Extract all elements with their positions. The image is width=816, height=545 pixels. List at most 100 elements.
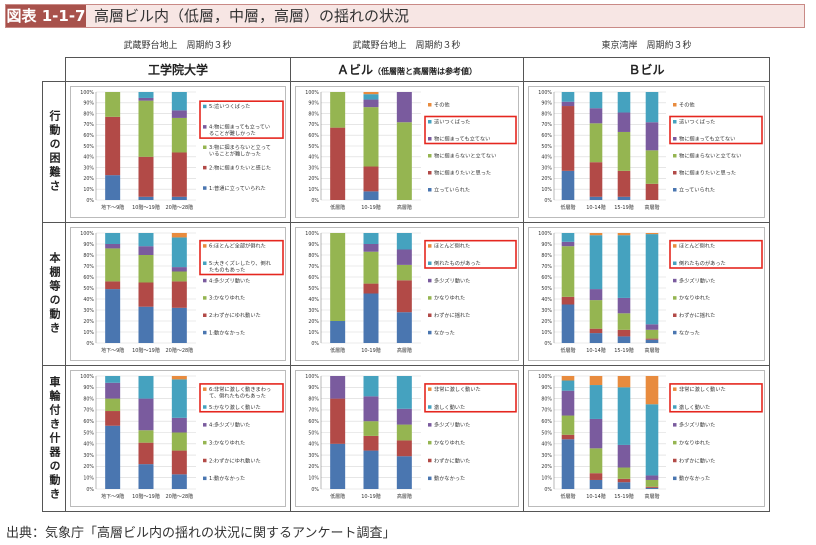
legend-swatch xyxy=(428,296,432,300)
bar-segment xyxy=(617,336,631,343)
bar-segment xyxy=(561,233,575,242)
bar-segment xyxy=(105,376,121,383)
legend-label: 1:動かなかった xyxy=(209,328,245,336)
y-tick-label: 20% xyxy=(308,176,319,182)
x-tick-label: 15-19階 xyxy=(614,204,634,211)
y-tick-label: 100% xyxy=(305,374,319,380)
legend-label: 倒れたものがあった xyxy=(434,259,481,267)
y-tick-label: 100% xyxy=(305,231,319,237)
legend-label: 3:かなりゆれた xyxy=(209,295,245,302)
bar-segment xyxy=(138,255,154,283)
bar-segment xyxy=(396,264,412,281)
column-name: 工学院大学 xyxy=(147,63,208,77)
legend-swatch xyxy=(428,476,432,481)
chart-cell: 0% 10% 20% 30% 40% 50% 60% 70% 80% 90% 100% 低層階 10-1… xyxy=(290,365,524,512)
x-tick-label: 高層階 xyxy=(397,347,412,354)
column-note: （低層階と高層階は参考値） xyxy=(373,67,477,76)
y-tick-label: 60% xyxy=(308,419,319,425)
x-tick-label: 低層階 xyxy=(560,493,575,500)
bar-segment xyxy=(645,92,659,123)
y-tick-label: 70% xyxy=(541,122,552,128)
bar-segment xyxy=(363,107,379,167)
bar-segment xyxy=(589,418,603,449)
bar-segment xyxy=(363,94,379,100)
bar-segment xyxy=(138,398,154,431)
bar-segment xyxy=(105,382,121,399)
bar-segment xyxy=(617,196,631,200)
legend-label: わずかに揺れた xyxy=(679,311,715,319)
y-tick-label: 90% xyxy=(308,101,319,107)
bar-segment xyxy=(396,408,412,425)
legend-label: 2:わずかにゆれ動いた xyxy=(209,311,261,319)
bar-segment xyxy=(171,307,187,343)
y-tick-label: 60% xyxy=(83,275,94,281)
y-tick-label: 70% xyxy=(83,408,94,414)
stacked-bar-chart: 0% 10% 20% 30% 40% 50% 60% 70% 80% 90% 100% 低層階 10-1… xyxy=(295,227,519,361)
chart-cell: 0% 10% 20% 30% 40% 50% 60% 70% 80% 90% 100% 低層階 10-1… xyxy=(523,365,770,512)
legend-label: 5:大きくズレしたり、倒れ xyxy=(209,259,272,267)
legend-label: 1:動かなかった xyxy=(209,474,245,482)
legend-swatch xyxy=(673,154,677,158)
stacked-bar-chart: 0% 10% 20% 30% 40% 50% 60% 70% 80% 90% 100% 地下～9階 10… xyxy=(70,86,286,218)
bar-segment xyxy=(561,92,575,102)
y-tick-label: 80% xyxy=(541,253,552,259)
bar-segment xyxy=(363,421,379,436)
y-tick-label: 70% xyxy=(83,122,94,128)
y-tick-label: 60% xyxy=(541,133,552,139)
bar-segment xyxy=(396,122,412,200)
y-tick-label: 90% xyxy=(308,385,319,391)
bar-segment xyxy=(617,170,631,197)
row-label-bookshelf: 本棚等の動き xyxy=(42,222,66,366)
y-tick-label: 40% xyxy=(83,297,94,303)
y-tick-label: 0% xyxy=(544,487,552,493)
bar-segment xyxy=(589,300,603,329)
legend-swatch xyxy=(428,261,432,265)
legend-swatch xyxy=(673,440,677,445)
bar-segment xyxy=(105,425,121,489)
legend-swatch xyxy=(673,171,677,175)
legend-swatch xyxy=(673,296,677,300)
legend-swatch xyxy=(428,154,432,158)
x-tick-label: 地下～9階 xyxy=(101,347,124,354)
legend-label: 4:物に掴まっても立ってい xyxy=(209,123,270,131)
bar-segment xyxy=(645,339,659,343)
y-tick-label: 100% xyxy=(538,90,552,96)
y-tick-label: 0% xyxy=(86,487,94,493)
bar-segment xyxy=(138,97,154,101)
bar-segment xyxy=(138,100,154,157)
y-tick-label: 40% xyxy=(83,155,94,161)
bar-segment xyxy=(171,92,187,111)
bar-segment xyxy=(589,328,603,334)
legend-swatch xyxy=(428,171,432,175)
y-tick-label: 10% xyxy=(308,187,319,193)
legend-swatch xyxy=(428,313,432,317)
legend-label: 物に掴まりたいと思った xyxy=(434,169,491,177)
x-tick-label: 20階～28階 xyxy=(165,347,193,354)
figure-header: 図表 1-1-7 高層ビル内（低層，中層，高層）の揺れの状況 xyxy=(5,4,805,28)
y-tick-label: 60% xyxy=(541,275,552,281)
bar-segment xyxy=(171,271,187,282)
bar-segment xyxy=(617,112,631,132)
subheader-1: 武蔵野台地上 周期約３秒 xyxy=(123,41,232,51)
bar-segment xyxy=(363,251,379,284)
y-tick-label: 100% xyxy=(80,231,94,237)
bar-segment xyxy=(138,196,154,200)
y-tick-label: 0% xyxy=(311,198,319,204)
legend-swatch xyxy=(428,330,432,335)
legend-label: 倒れたものがあった xyxy=(679,259,726,267)
legend-label: 6:ほとんど全部が倒れた xyxy=(209,242,266,250)
legend-label: なかった xyxy=(679,329,700,336)
stacked-bar-chart: 0% 10% 20% 30% 40% 50% 60% 70% 80% 90% 100% 低層階 10-1… xyxy=(528,370,765,507)
bar-segment xyxy=(396,376,412,409)
legend-swatch xyxy=(203,261,207,265)
y-tick-label: 10% xyxy=(83,187,94,193)
bar-segment xyxy=(138,233,154,247)
y-tick-label: 90% xyxy=(541,385,552,391)
y-tick-label: 80% xyxy=(83,253,94,259)
stacked-bar-chart: 0% 10% 20% 30% 40% 50% 60% 70% 80% 90% 100% 地下～9階 10… xyxy=(70,370,286,507)
legend-label: 5:かなり激しく動いた xyxy=(209,403,261,411)
legend-highlight-box xyxy=(199,383,284,413)
legend-swatch xyxy=(203,458,207,463)
bar-segment xyxy=(617,387,631,445)
legend-highlight-box xyxy=(199,239,284,276)
